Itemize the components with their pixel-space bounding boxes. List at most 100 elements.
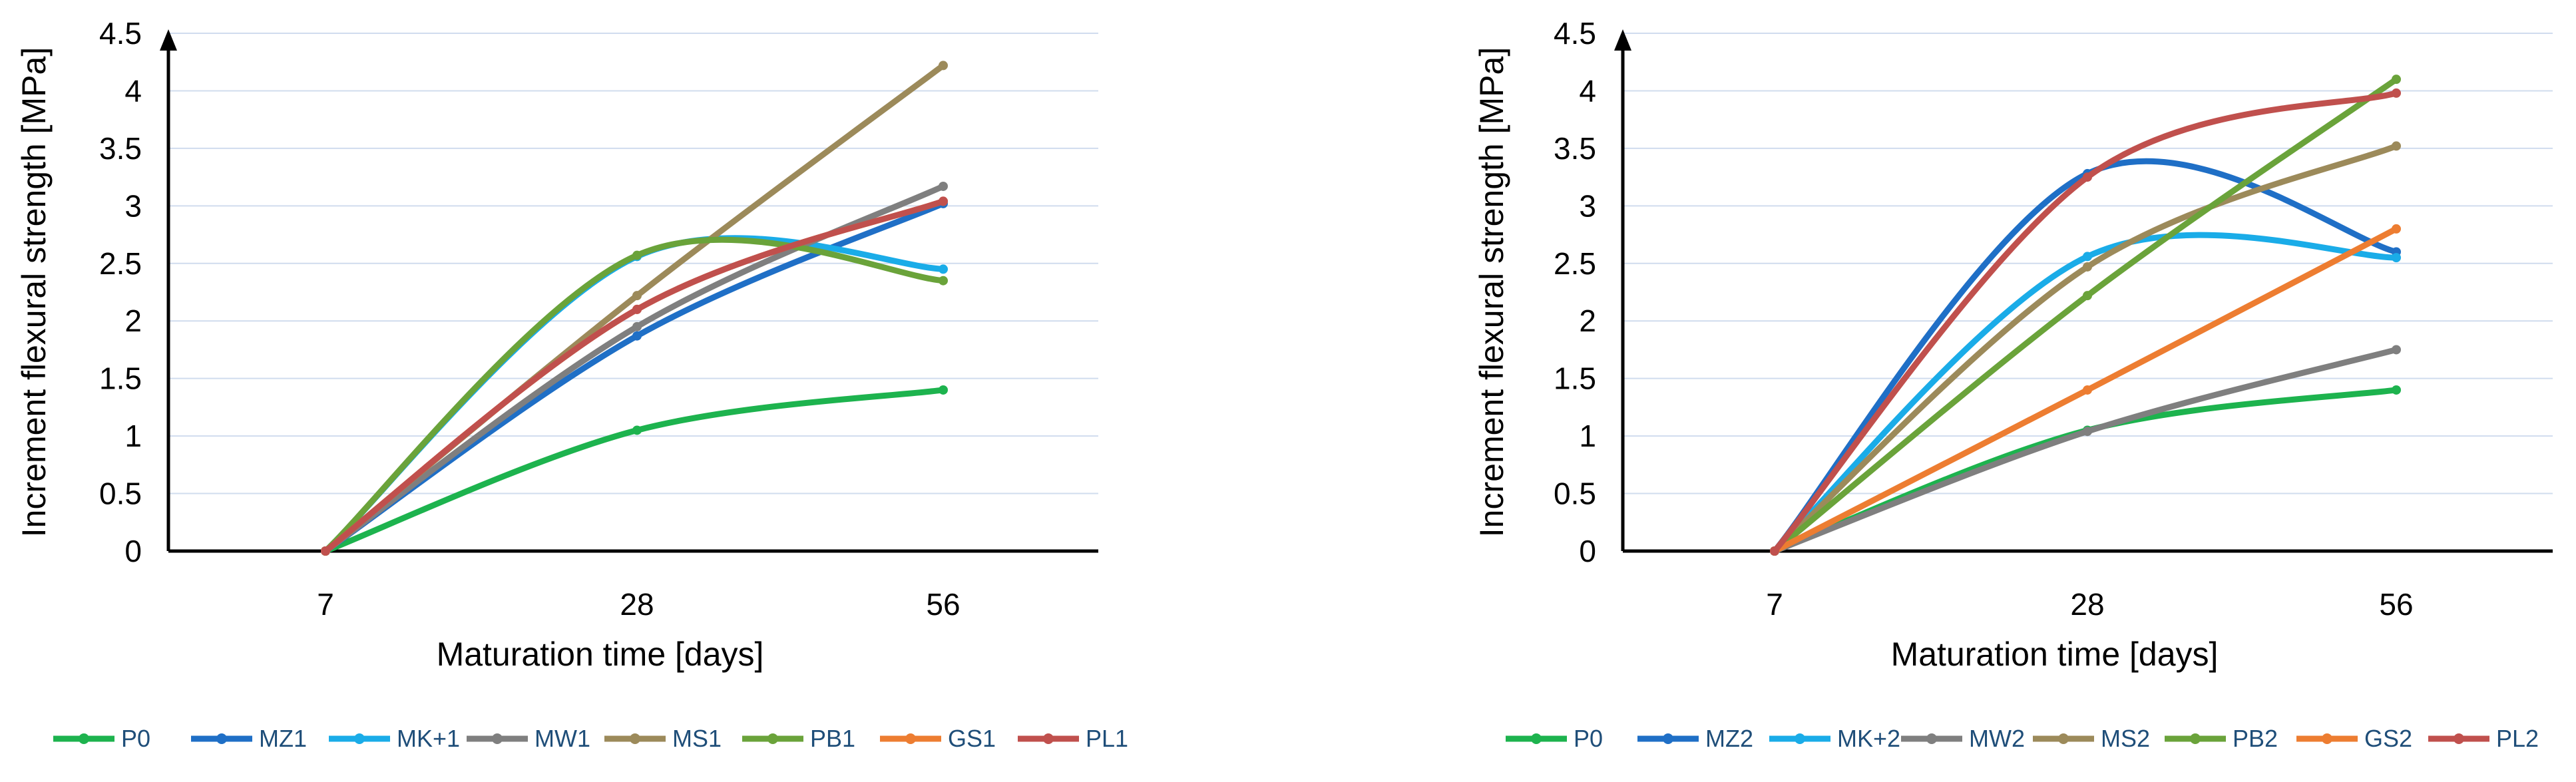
data-point [632,321,642,331]
y-tick-label: 3 [124,188,142,223]
x-tick-label: 28 [2070,587,2104,622]
y-tick-label: 4.5 [99,16,142,51]
legend-marker [2058,733,2069,744]
legend-label: MZ2 [1705,725,1753,752]
y-axis-arrow [1614,29,1631,51]
series-line-pb1 [322,236,947,554]
y-axis-title: Increment flexural strength [MPa] [1473,47,1510,537]
y-tick-label: 1 [124,419,142,453]
chart-1: 0 0.5 1 1.5 2 2.5 3 3.5 4 4.5 7 28 56 Maturation time… [15,16,1128,752]
data-point [632,291,642,301]
data-point [2392,253,2401,263]
data-point [632,250,642,260]
data-point [939,276,948,286]
x-tick-label: 56 [926,587,960,622]
data-point [2392,385,2401,395]
legend-marker [1795,733,1805,744]
legend-label: MW1 [535,725,590,752]
legend-marker [1926,733,1937,744]
legend-marker [2322,733,2332,744]
y-tick-label: 1 [1579,419,1596,453]
y-tick-label: 2 [124,303,142,338]
y-tick-label: 1.5 [99,361,142,396]
legend-label: P0 [121,725,150,752]
x-axis-title: Maturation time [days] [437,636,764,673]
x-tick-label: 28 [620,587,654,622]
y-tick-label: 0.5 [99,477,142,511]
data-point [1770,546,1779,556]
data-point [939,264,948,274]
chart-2: 0 0.5 1 1.5 2 2.5 3 3.5 4 4.5 7 28 56 Maturation time… [1473,16,2553,752]
legend-marker [1663,733,1673,744]
legend-label: GS2 [2364,725,2412,752]
legend-label: P0 [1574,725,1603,752]
legend-marker [2454,733,2464,744]
data-point [939,385,948,395]
legend-label: MK+2 [1837,725,1900,752]
y-tick-label: 2 [1579,303,1596,338]
series-line-pb2 [1771,76,2400,554]
series-line-mz2 [1771,158,2400,554]
data-point [2392,141,2401,151]
y-tick-label: 0 [1579,534,1596,568]
y-tick-label: 2.5 [1554,246,1596,281]
legend-marker [354,733,365,744]
x-tick-label: 7 [1766,587,1783,622]
y-tick-label: 3.5 [99,131,142,166]
legend-label: PB2 [2233,725,2278,752]
y-axis-title: Increment flexural strength [MPa] [15,47,53,537]
data-point [939,181,948,191]
legend-marker [630,733,640,744]
legend-label: PL2 [2496,725,2539,752]
legend-label: MS1 [672,725,722,752]
legend-label: MS2 [2101,725,2150,752]
data-point [939,61,948,71]
legend-marker [905,733,916,744]
legend-marker [1531,733,1542,744]
legend-label: PB1 [810,725,855,752]
legend-label: GS1 [948,725,996,752]
data-point [632,425,642,435]
data-point [632,331,642,341]
data-point [2392,345,2401,355]
data-point [632,304,642,314]
x-tick-label: 56 [2379,587,2413,622]
legend-marker [1043,733,1054,744]
y-tick-label: 4 [124,73,142,108]
legend-marker [767,733,778,744]
legend-label: MZ1 [259,725,307,752]
legend-label: MK+1 [397,725,460,752]
data-point [2392,75,2401,85]
data-point [2392,224,2401,234]
y-tick-label: 1.5 [1554,361,1596,396]
y-tick-label: 0 [124,534,142,568]
series-line-pl2 [1771,90,2400,554]
legend-label: PL1 [1086,725,1128,752]
y-tick-label: 2.5 [99,246,142,281]
y-tick-label: 4.5 [1554,16,1596,51]
x-tick-label: 7 [317,587,334,622]
legend-label: MW2 [1969,725,2025,752]
x-axis-title: Maturation time [days] [1891,636,2219,673]
series-line-mkplus1 [322,235,947,554]
y-tick-label: 3 [1579,188,1596,223]
legend-marker [216,733,227,744]
series-line-mkplus2 [1771,232,2400,554]
data-point [2083,427,2092,437]
data-point [2083,252,2092,262]
legend-marker [2190,733,2201,744]
data-point [939,196,948,206]
legend-marker [492,733,503,744]
legend-marker [79,733,89,744]
y-tick-label: 3.5 [1554,131,1596,166]
data-point [2083,291,2092,301]
data-point [321,546,330,556]
y-tick-label: 4 [1579,73,1596,108]
y-tick-label: 0.5 [1554,477,1596,511]
data-point [2083,385,2092,395]
y-axis-arrow [160,29,177,51]
data-point [2083,172,2092,182]
series-line-ms2 [1771,142,2400,554]
data-point [2392,88,2401,98]
